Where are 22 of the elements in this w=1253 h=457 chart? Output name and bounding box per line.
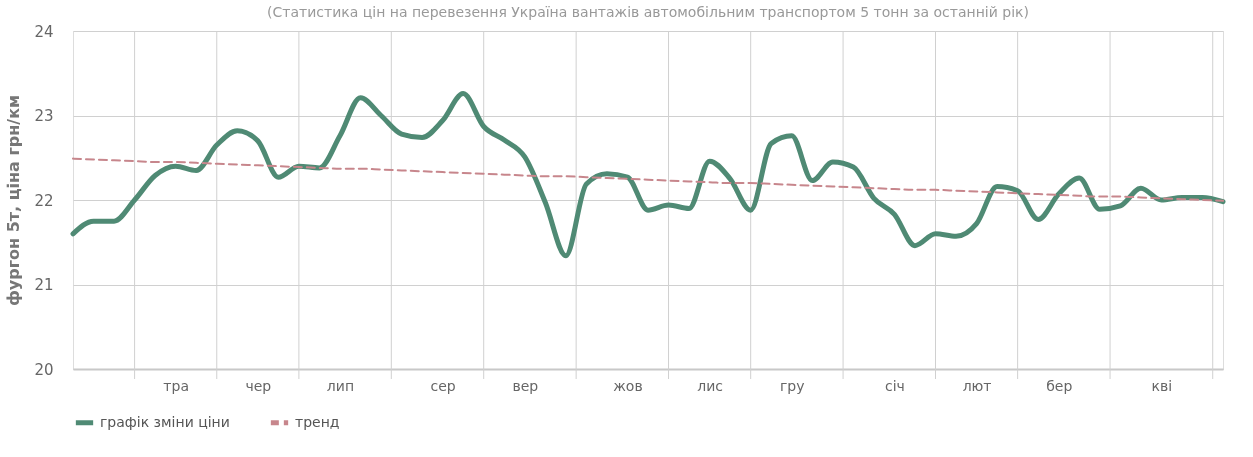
x-tick-label: жов bbox=[613, 377, 643, 394]
x-tick-label: чер bbox=[245, 377, 272, 394]
legend-label: тренд bbox=[295, 413, 340, 430]
legend-label: графік зміни ціни bbox=[100, 413, 230, 430]
y-tick-label: 24 bbox=[34, 22, 54, 41]
y-tick-label: 23 bbox=[34, 107, 54, 125]
y-tick-label: 21 bbox=[34, 276, 54, 294]
x-tick-label: лип bbox=[326, 377, 355, 394]
line-series bbox=[72, 157, 1224, 202]
x-tick-label: лис bbox=[697, 377, 723, 394]
x-tick-label: вер bbox=[512, 377, 539, 394]
chart-title: (Статистика цін на перевезення Україна вантажів автомобільним транспортом 5 тонн за останній рік) bbox=[267, 4, 1029, 20]
x-tick-label: гру bbox=[779, 377, 805, 394]
x-tick-label: лют bbox=[962, 377, 992, 394]
x-tick-label: кві bbox=[1151, 377, 1173, 394]
x-tick-label: бер bbox=[1046, 377, 1073, 394]
x-tick-label: сер bbox=[430, 377, 456, 394]
x-tick-label: тра bbox=[163, 377, 189, 394]
y-tick-label: 22 bbox=[34, 191, 54, 210]
y-tick-label: 20 bbox=[34, 360, 54, 379]
x-tick-label: січ bbox=[885, 377, 905, 394]
y-axis-title: фургон 5т, ціна грн/км bbox=[4, 94, 24, 307]
